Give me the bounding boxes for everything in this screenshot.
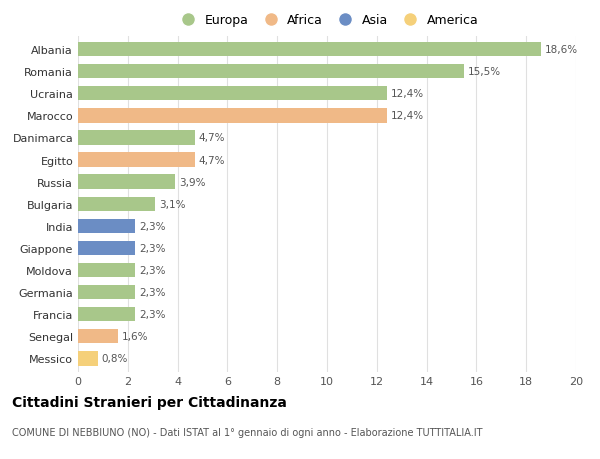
Text: 1,6%: 1,6% [122, 331, 148, 341]
Bar [78, 109, 387, 123]
Text: Cittadini Stranieri per Cittadinanza: Cittadini Stranieri per Cittadinanza [12, 395, 287, 409]
Bar [78, 330, 118, 344]
Text: 4,7%: 4,7% [199, 133, 225, 143]
Bar [78, 197, 155, 212]
Text: 3,1%: 3,1% [159, 199, 185, 209]
Bar [78, 241, 135, 256]
Bar [78, 175, 175, 190]
Text: 12,4%: 12,4% [391, 111, 424, 121]
Text: 2,3%: 2,3% [139, 243, 166, 253]
Text: 3,9%: 3,9% [179, 177, 205, 187]
Text: 2,3%: 2,3% [139, 287, 166, 297]
Bar [78, 131, 195, 146]
Text: 2,3%: 2,3% [139, 309, 166, 319]
Bar [78, 65, 464, 79]
Text: 12,4%: 12,4% [391, 89, 424, 99]
Text: 2,3%: 2,3% [139, 221, 166, 231]
Bar [78, 285, 135, 300]
Bar [78, 308, 135, 322]
Legend: Europa, Africa, Asia, America: Europa, Africa, Asia, America [170, 10, 484, 33]
Bar [78, 43, 541, 57]
Bar [78, 219, 135, 234]
Bar [78, 153, 195, 168]
Bar [78, 352, 98, 366]
Text: 0,8%: 0,8% [101, 353, 128, 364]
Text: 4,7%: 4,7% [199, 155, 225, 165]
Bar [78, 87, 387, 101]
Bar [78, 263, 135, 278]
Text: 18,6%: 18,6% [545, 45, 578, 55]
Text: COMUNE DI NEBBIUNO (NO) - Dati ISTAT al 1° gennaio di ogni anno - Elaborazione T: COMUNE DI NEBBIUNO (NO) - Dati ISTAT al … [12, 427, 482, 437]
Text: 15,5%: 15,5% [467, 67, 501, 77]
Text: 2,3%: 2,3% [139, 265, 166, 275]
